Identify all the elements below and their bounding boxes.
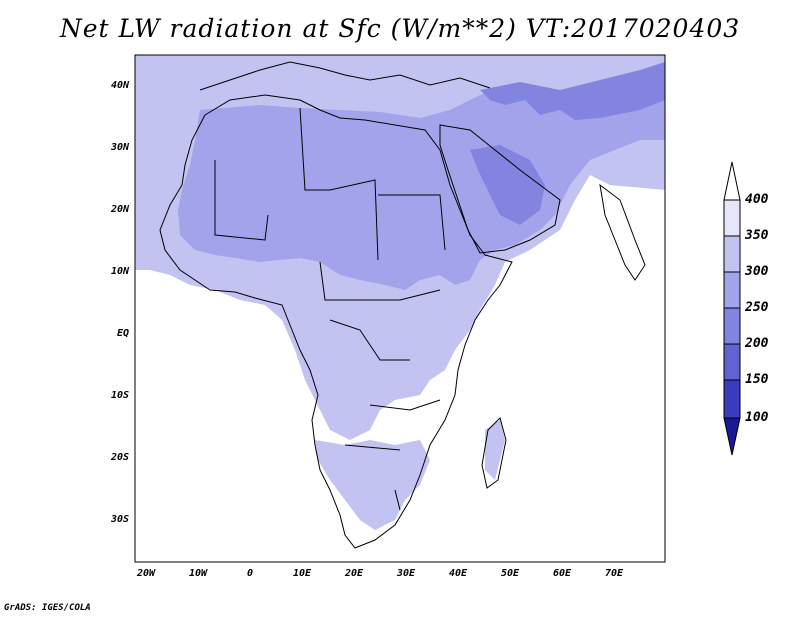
lon-tick-label: 60E [552, 568, 572, 579]
colorbar-swatch-250-300 [723, 271, 741, 309]
colorbar-swatch-350-400 [723, 199, 741, 237]
colorbar-label: 100 [745, 410, 769, 425]
india-coastline [599, 183, 646, 281]
field-300-350-madagascar [485, 420, 505, 480]
lon-tick-label: 40E [448, 568, 468, 579]
credit-text: GrADS: IGES/COLA [4, 603, 91, 613]
lat-tick-label: 40N [110, 80, 129, 91]
colorbar-swatch-150-200 [723, 343, 741, 381]
colorbar-label: 350 [745, 228, 769, 243]
colorbar-swatch-200-250 [723, 307, 741, 345]
field-200-250 [480, 62, 665, 120]
lat-tick-label: 30N [110, 142, 129, 153]
map-title: Net LW radiation at Sfc (W/m**2) VT:2017… [59, 14, 741, 43]
lat-tick-label: EQ [116, 328, 129, 339]
lat-tick-label: 10N [110, 266, 129, 277]
colorbar [723, 161, 741, 456]
lon-tick-label: 50E [500, 568, 520, 579]
map-plot-area [135, 55, 665, 562]
coastlines [159, 61, 646, 549]
africa-coastline [159, 94, 513, 549]
lon-tick-label: 0 [246, 568, 254, 579]
field-300-350-south [315, 440, 430, 530]
lon-tick-label: 10E [292, 568, 312, 579]
plot-frame [134, 54, 666, 563]
lon-tick-label: 70E [604, 568, 624, 579]
colorbar-label: 150 [745, 372, 769, 387]
field-200-250-arabia [470, 145, 545, 225]
colorbar-label: 200 [745, 336, 769, 351]
country-borders [214, 107, 446, 511]
lon-tick-label: 10W [188, 568, 208, 579]
lat-tick-label: 30S [110, 514, 129, 525]
lat-tick-label: 20N [110, 204, 129, 215]
colorbar-label: 400 [745, 192, 769, 207]
colorbar-label: 250 [745, 300, 769, 315]
field-250-300 [178, 70, 665, 290]
madagascar-coastline [481, 417, 507, 489]
lon-tick-label: 20W [136, 568, 156, 579]
lat-tick-label: 20S [110, 452, 129, 463]
colorbar-arrow-bottom [723, 417, 741, 456]
colorbar-swatch-100-150 [723, 379, 741, 419]
colorbar-label: 300 [745, 264, 769, 279]
colorbar-swatch-300-350 [723, 235, 741, 273]
arabia-coastline [439, 124, 561, 254]
lat-tick-label: 10S [110, 390, 129, 401]
europe-coastline [199, 61, 491, 91]
lon-tick-label: 30E [396, 568, 416, 579]
colorbar-arrow-top [723, 161, 741, 201]
lon-tick-label: 20E [344, 568, 364, 579]
